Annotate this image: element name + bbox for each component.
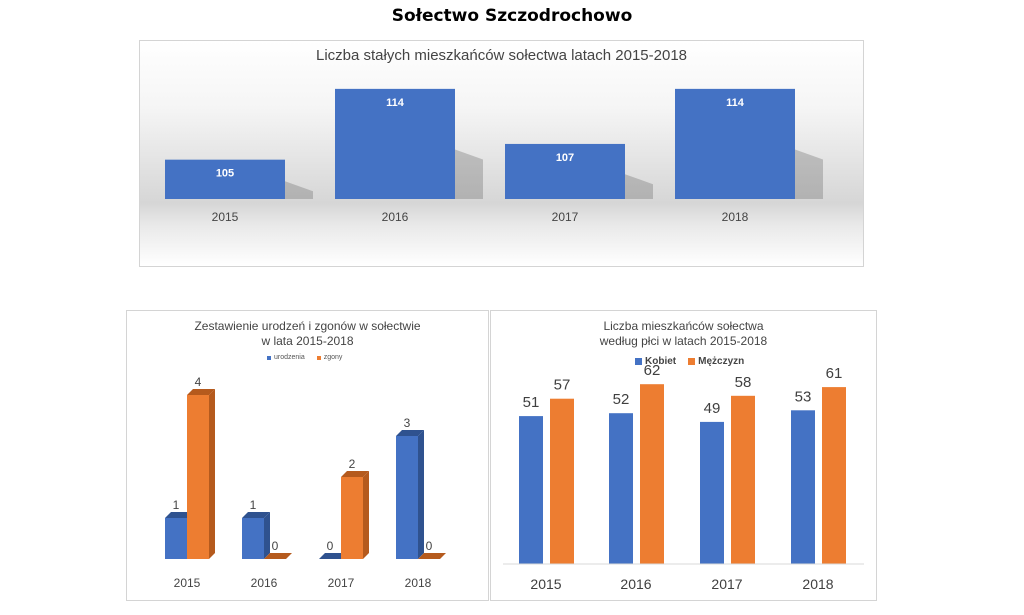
gender-chart-svg: 51 57 2015 52 62 2016 49 58 2017 53 61 2018 bbox=[503, 362, 864, 592]
residents-chart-title: Liczba stałych mieszkańców sołectwa lata… bbox=[315, 47, 688, 64]
bar-top bbox=[242, 512, 270, 518]
bar-shadow bbox=[625, 174, 653, 199]
bar-value-label: 114 bbox=[726, 97, 745, 109]
bar-shadow bbox=[455, 149, 483, 199]
data-label: 0 bbox=[272, 539, 279, 553]
residents-chart-svg: 105 2015 114 2016 107 2017 114 2018 bbox=[165, 88, 823, 224]
x-tick-label: 2018 bbox=[802, 576, 833, 592]
data-label: 58 bbox=[735, 374, 752, 391]
bar bbox=[165, 159, 285, 199]
data-label: 62 bbox=[644, 362, 661, 379]
bar bbox=[165, 518, 187, 559]
data-label: 4 bbox=[195, 375, 202, 389]
bar-value-label: 105 bbox=[216, 168, 234, 180]
bar bbox=[519, 416, 543, 564]
bar-side bbox=[418, 430, 424, 559]
births-deaths-chart-svg: 1 4 2015 1 0 2016 0 2 2017 3 0 2018 bbox=[165, 375, 446, 590]
x-tick-label: 2017 bbox=[328, 576, 355, 590]
gender-title-line-1: Liczba mieszkańców sołectwa bbox=[603, 319, 764, 333]
x-tick-label: 2017 bbox=[711, 576, 742, 592]
bar-side bbox=[209, 389, 215, 559]
bar-side bbox=[264, 512, 270, 559]
births-deaths-title-line-2: w lata 2015-2018 bbox=[261, 334, 354, 348]
x-tick-label: 2016 bbox=[620, 576, 651, 592]
x-tick-label: 2016 bbox=[382, 210, 409, 224]
legend-swatch-mezczyzn bbox=[688, 358, 696, 365]
legend-item-mezczyzn: Mężczyzn bbox=[688, 356, 744, 367]
x-tick-label: 2015 bbox=[530, 576, 561, 592]
bar bbox=[791, 410, 815, 564]
legend-label-kobiet: Kobiet bbox=[645, 356, 677, 367]
data-label: 3 bbox=[404, 416, 411, 430]
page-title: Sołectwo Szczodrochowo bbox=[391, 6, 633, 26]
x-tick-label: 2017 bbox=[552, 210, 579, 224]
legend-item-kobiet: Kobiet bbox=[635, 356, 676, 367]
legend-label-zgony: zgony bbox=[323, 354, 343, 361]
bar-zero bbox=[418, 553, 446, 559]
bar-top bbox=[187, 389, 215, 395]
births-deaths-title-line-1: Zestawienie urodzeń i zgonów w sołectwie bbox=[194, 319, 421, 333]
bar-value-label: 114 bbox=[386, 97, 405, 109]
bar bbox=[396, 436, 418, 559]
legend-swatch-urodzenia bbox=[267, 355, 271, 360]
legend-label-mezczyzn: Mężczyzn bbox=[698, 356, 745, 367]
bar bbox=[550, 398, 574, 564]
legend-item-urodzenia: urodzenia bbox=[267, 354, 305, 361]
residents-chart-panel: Liczba stałych mieszkańców sołectwa lata… bbox=[139, 40, 864, 267]
data-label: 51 bbox=[523, 394, 540, 411]
legend-swatch-zgony bbox=[316, 355, 321, 360]
bar-zero bbox=[264, 553, 292, 559]
data-label: 61 bbox=[826, 365, 843, 382]
gender-title-line-2: według płci w latach 2015-2018 bbox=[599, 334, 768, 348]
bar bbox=[341, 477, 363, 559]
births-deaths-chart-panel: Zestawienie urodzeń i zgonów w sołectwie… bbox=[126, 310, 489, 601]
data-label: 1 bbox=[250, 498, 257, 512]
x-tick-label: 2018 bbox=[722, 210, 749, 224]
bar bbox=[187, 395, 209, 559]
bar bbox=[640, 384, 664, 564]
data-label: 0 bbox=[426, 539, 433, 553]
x-tick-label: 2018 bbox=[405, 576, 432, 590]
bar-top bbox=[341, 471, 369, 477]
data-label: 53 bbox=[795, 388, 812, 405]
bar-top bbox=[396, 430, 424, 436]
bar-value-label: 107 bbox=[556, 152, 574, 164]
bar-shadow bbox=[795, 149, 823, 199]
data-label: 1 bbox=[173, 498, 180, 512]
gender-chart-panel: Liczba mieszkańców sołectwa według płci … bbox=[490, 310, 877, 601]
data-label: 49 bbox=[704, 400, 721, 417]
bar bbox=[335, 88, 455, 199]
bar bbox=[731, 395, 755, 564]
bar-shadow bbox=[285, 181, 313, 199]
data-label: 52 bbox=[613, 391, 630, 408]
bar-top bbox=[165, 512, 193, 518]
legend-item-zgony: zgony bbox=[316, 354, 343, 361]
bar bbox=[700, 421, 724, 564]
births-deaths-legend: urodzenia zgony bbox=[267, 354, 342, 361]
bar bbox=[675, 88, 795, 199]
gender-legend: Kobiet Mężczyzn bbox=[635, 356, 744, 367]
bar bbox=[505, 143, 625, 199]
data-label: 0 bbox=[327, 539, 334, 553]
x-tick-label: 2016 bbox=[251, 576, 278, 590]
bar-side bbox=[363, 471, 369, 559]
data-label: 2 bbox=[349, 457, 356, 471]
x-tick-label: 2015 bbox=[212, 210, 239, 224]
data-label: 57 bbox=[554, 377, 571, 394]
bar bbox=[242, 518, 264, 559]
bar-zero bbox=[319, 553, 347, 559]
bar bbox=[609, 413, 633, 564]
legend-label-urodzenia: urodzenia bbox=[274, 354, 305, 361]
x-tick-label: 2015 bbox=[174, 576, 201, 590]
bar bbox=[822, 387, 846, 564]
legend-swatch-kobiet bbox=[635, 358, 642, 365]
